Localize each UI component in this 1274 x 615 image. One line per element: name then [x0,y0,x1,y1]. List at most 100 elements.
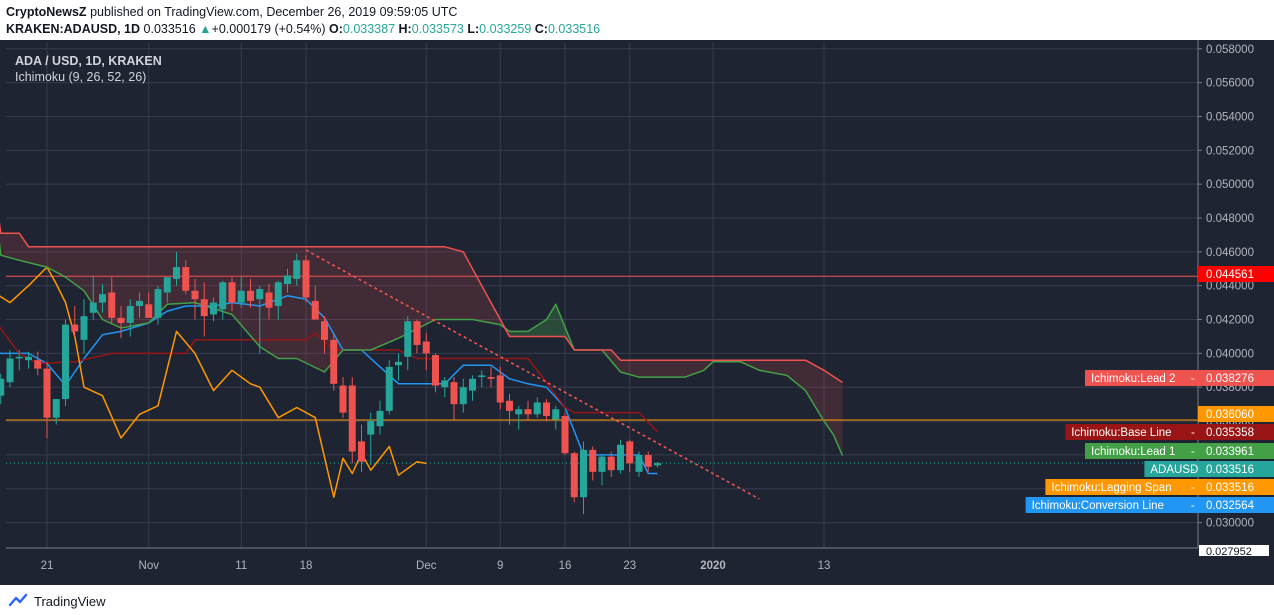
legend-indicator[interactable]: Ichimoku (9, 26, 52, 26) [15,70,147,84]
candle-body [441,380,449,388]
price-label-conversion-value: 0.032564 [1206,500,1255,512]
candle-body [506,400,513,411]
candle-body [635,454,643,472]
footer-brand[interactable]: TradingView [34,594,106,609]
candle-body [52,399,60,418]
price-tag-lead1-text: Ichimoku:Lead 1 [1091,446,1175,458]
candle-body [25,356,32,361]
price-change: +0.000179 (+0.54%) [211,22,326,36]
cloud-segment [435,246,445,320]
candle-body [432,355,439,386]
publish-info: CryptoNewsZ published on TradingView.com… [6,5,457,19]
candle-body [385,366,393,411]
price-tag-lagging-text: Ichimoku:Lagging Span [1051,482,1171,494]
cloud-segment [407,246,436,334]
candle-body [145,304,153,318]
candle-body [580,449,587,498]
price-label-hline2-value: 0.036060 [1206,409,1254,421]
x-tick-label: 23 [623,560,636,572]
cloud-segment [278,246,297,359]
candle-body [644,454,652,467]
ohlc-bar: KRAKEN:ADAUSD, 1D 0.033516 ▲+0.000179 (+… [6,22,600,36]
high-value: 0.033573 [411,22,464,36]
candle-body [395,361,402,366]
candle-body [524,409,532,415]
price-label-lead1-value: 0.033961 [1206,446,1254,458]
x-tick-label: 18 [300,560,313,572]
price-label-adausd [1198,461,1274,477]
cloud-segment [296,246,325,372]
candle-body [247,290,254,301]
x-tick-label: Dec [416,560,437,572]
candle-body [80,316,88,340]
candle-body [348,385,356,452]
price-label-conversion [1198,497,1274,513]
candle-body [6,358,14,383]
x-tick-label: 13 [818,560,831,572]
price-tag-lead1 [1085,443,1198,459]
price-tag-base-text: Ichimoku:Base Line [1071,427,1171,439]
publisher-name[interactable]: CryptoNewsZ [6,5,87,19]
open-label: O: [329,22,343,36]
cloud-segment [528,319,547,337]
candle-body [274,282,282,306]
cloud-segment [787,360,806,391]
candle-body [552,409,560,420]
candle-body [533,402,541,415]
candle-body [200,299,208,317]
candle-body [210,302,217,315]
candle-body [89,302,97,313]
candle-body [376,410,384,427]
candle-body [617,444,624,471]
y-bottom-label: 0.027952 [1206,546,1252,558]
candle-body [173,267,180,279]
price-label-lagging [1198,479,1274,495]
candle-body [71,324,79,332]
price-tag-base [1065,424,1198,440]
cloud-segment [472,268,491,323]
candle-body [330,339,338,384]
y-tick-label: 0.040000 [1206,348,1254,360]
cloud-segment [167,246,195,305]
candle-body [607,456,615,471]
candle-body [237,290,245,303]
price-label-lead2-value: 0.038276 [1206,373,1254,385]
candle-body [163,277,171,293]
candle-body [15,356,23,359]
y-tick-label: 0.048000 [1206,213,1254,225]
price-label-hline1 [1198,266,1274,282]
candle-body [219,282,227,310]
candle-body [413,321,421,345]
candle-body [228,282,236,303]
x-tick-label: 9 [497,560,503,572]
candle-body [108,292,116,318]
y-tick-label: 0.058000 [1206,44,1254,56]
cloud-segment [398,246,408,339]
cloud-segment [0,233,20,261]
y-tick-label: 0.056000 [1206,78,1254,90]
close-value: 0.033516 [547,22,601,36]
price-label-lead2 [1198,370,1274,386]
candle-body [404,321,412,357]
candle-body [293,260,301,279]
price-tag-conversion-dash: - [1191,500,1195,512]
candle-body [469,378,476,391]
symbol-info: KRAKEN:ADAUSD, 1D [6,22,141,36]
candle-body [496,375,504,403]
price-tag-lead2-text: Ichimoku:Lead 2 [1091,373,1175,385]
price-label-base [1198,424,1274,440]
trendline[interactable] [305,249,760,500]
price-chart[interactable]: 0.058000 0.056000 0.054000 0.052000 0.050000… [0,40,1274,585]
close-label: C: [534,22,548,36]
publish-header: CryptoNewsZ published on TradingView.com… [0,0,1274,40]
candle-body [459,387,467,405]
cloud-segment [333,246,343,361]
y-bottom-label-box [1199,545,1269,556]
lead1-line [0,241,844,456]
candle-body [339,385,347,413]
candle-body [191,290,199,300]
candle-body [126,306,134,323]
price-tag-lagging-dash: - [1191,482,1195,494]
cloud-segment [805,360,824,422]
price-label-hline2 [1198,406,1274,422]
